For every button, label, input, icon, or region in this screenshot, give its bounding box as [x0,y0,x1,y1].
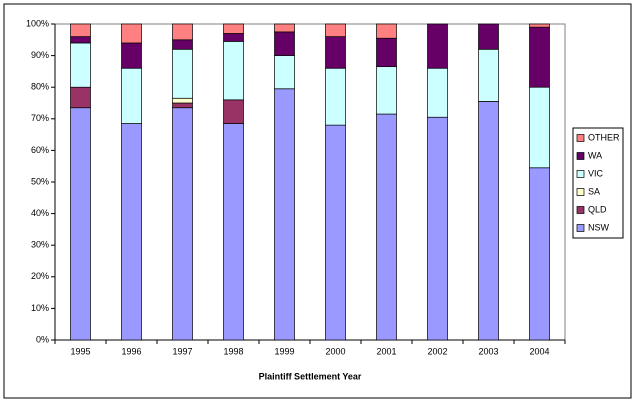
bar-segment [223,41,244,101]
y-tick-label: 50% [31,176,49,186]
bar-segment [70,86,91,109]
legend-swatch [576,170,585,178]
bar-segment [529,86,550,169]
bar-segment [70,23,91,37]
bar-segment [223,123,244,341]
bar-segment [529,23,550,28]
y-tick-label: 70% [31,113,49,123]
y-tick-label: 20% [31,271,49,281]
bar-segment [121,23,142,44]
legend-label: QLD [588,204,607,214]
bar-segment [274,31,295,56]
y-tick-label: 100% [26,18,49,28]
bar-segment [172,23,193,41]
bar-segment [70,42,91,88]
bar-segment [70,36,91,44]
bar-segment [274,55,295,90]
bar-segment [376,66,397,115]
bar-segment [529,167,550,341]
bar-segment [223,23,244,34]
x-tick-label: 2001 [376,346,396,356]
bar-segment [121,67,142,124]
x-tick-label: 2000 [325,346,345,356]
legend-swatch [576,152,585,160]
x-tick-label: 1996 [121,346,141,356]
bar-segment [172,39,193,50]
bar-segment [70,107,91,341]
y-tick-label: 60% [31,145,49,155]
bar-segment [529,26,550,88]
y-tick-label: 40% [31,208,49,218]
bar-segment [325,23,346,37]
bar-segment [223,33,244,42]
y-tick-label: 10% [31,303,49,313]
x-tick-label: 1995 [70,346,90,356]
bar-segment [274,23,295,33]
x-tick-label: 2004 [529,346,549,356]
bar-segment [223,99,244,124]
bar-segment [325,36,346,69]
bar-segment [376,37,397,68]
x-tick-label: 1999 [274,346,294,356]
legend-label: WA [588,150,602,160]
bar-segment [427,67,448,118]
bar-segment [427,116,448,341]
x-tick-label: 1997 [172,346,192,356]
bar-segment [478,101,499,341]
bar-segment [121,42,142,69]
legend-swatch [576,224,585,232]
x-tick-label: 1998 [223,346,243,356]
legend-swatch [576,188,585,196]
bar-segment [172,102,193,109]
bar-segment [376,113,397,341]
bar-segment [325,67,346,126]
bar-segment [172,48,193,99]
legend-label: OTHER [588,132,620,142]
legend-label: VIC [588,168,604,178]
x-tick-label: 2003 [478,346,498,356]
legend-box [572,127,624,239]
bar-segment [325,124,346,341]
bar-segment [274,88,295,341]
bar-segment [121,123,142,341]
bar-segment [427,23,448,69]
legend-label: SA [588,186,600,196]
legend-label: NSW [588,222,610,232]
bar-segment [172,107,193,341]
bar-segment [376,23,397,39]
bar-segment [172,97,193,104]
y-tick-label: 90% [31,50,49,60]
y-tick-label: 0% [36,334,49,344]
bar-segment [478,23,499,50]
legend-swatch [576,134,585,142]
bar-segment [478,48,499,102]
legend-swatch [576,206,585,214]
x-axis-label: Plaintiff Settlement Year [259,371,362,381]
x-tick-label: 2002 [427,346,447,356]
y-tick-label: 30% [31,240,49,250]
y-tick-label: 80% [31,82,49,92]
